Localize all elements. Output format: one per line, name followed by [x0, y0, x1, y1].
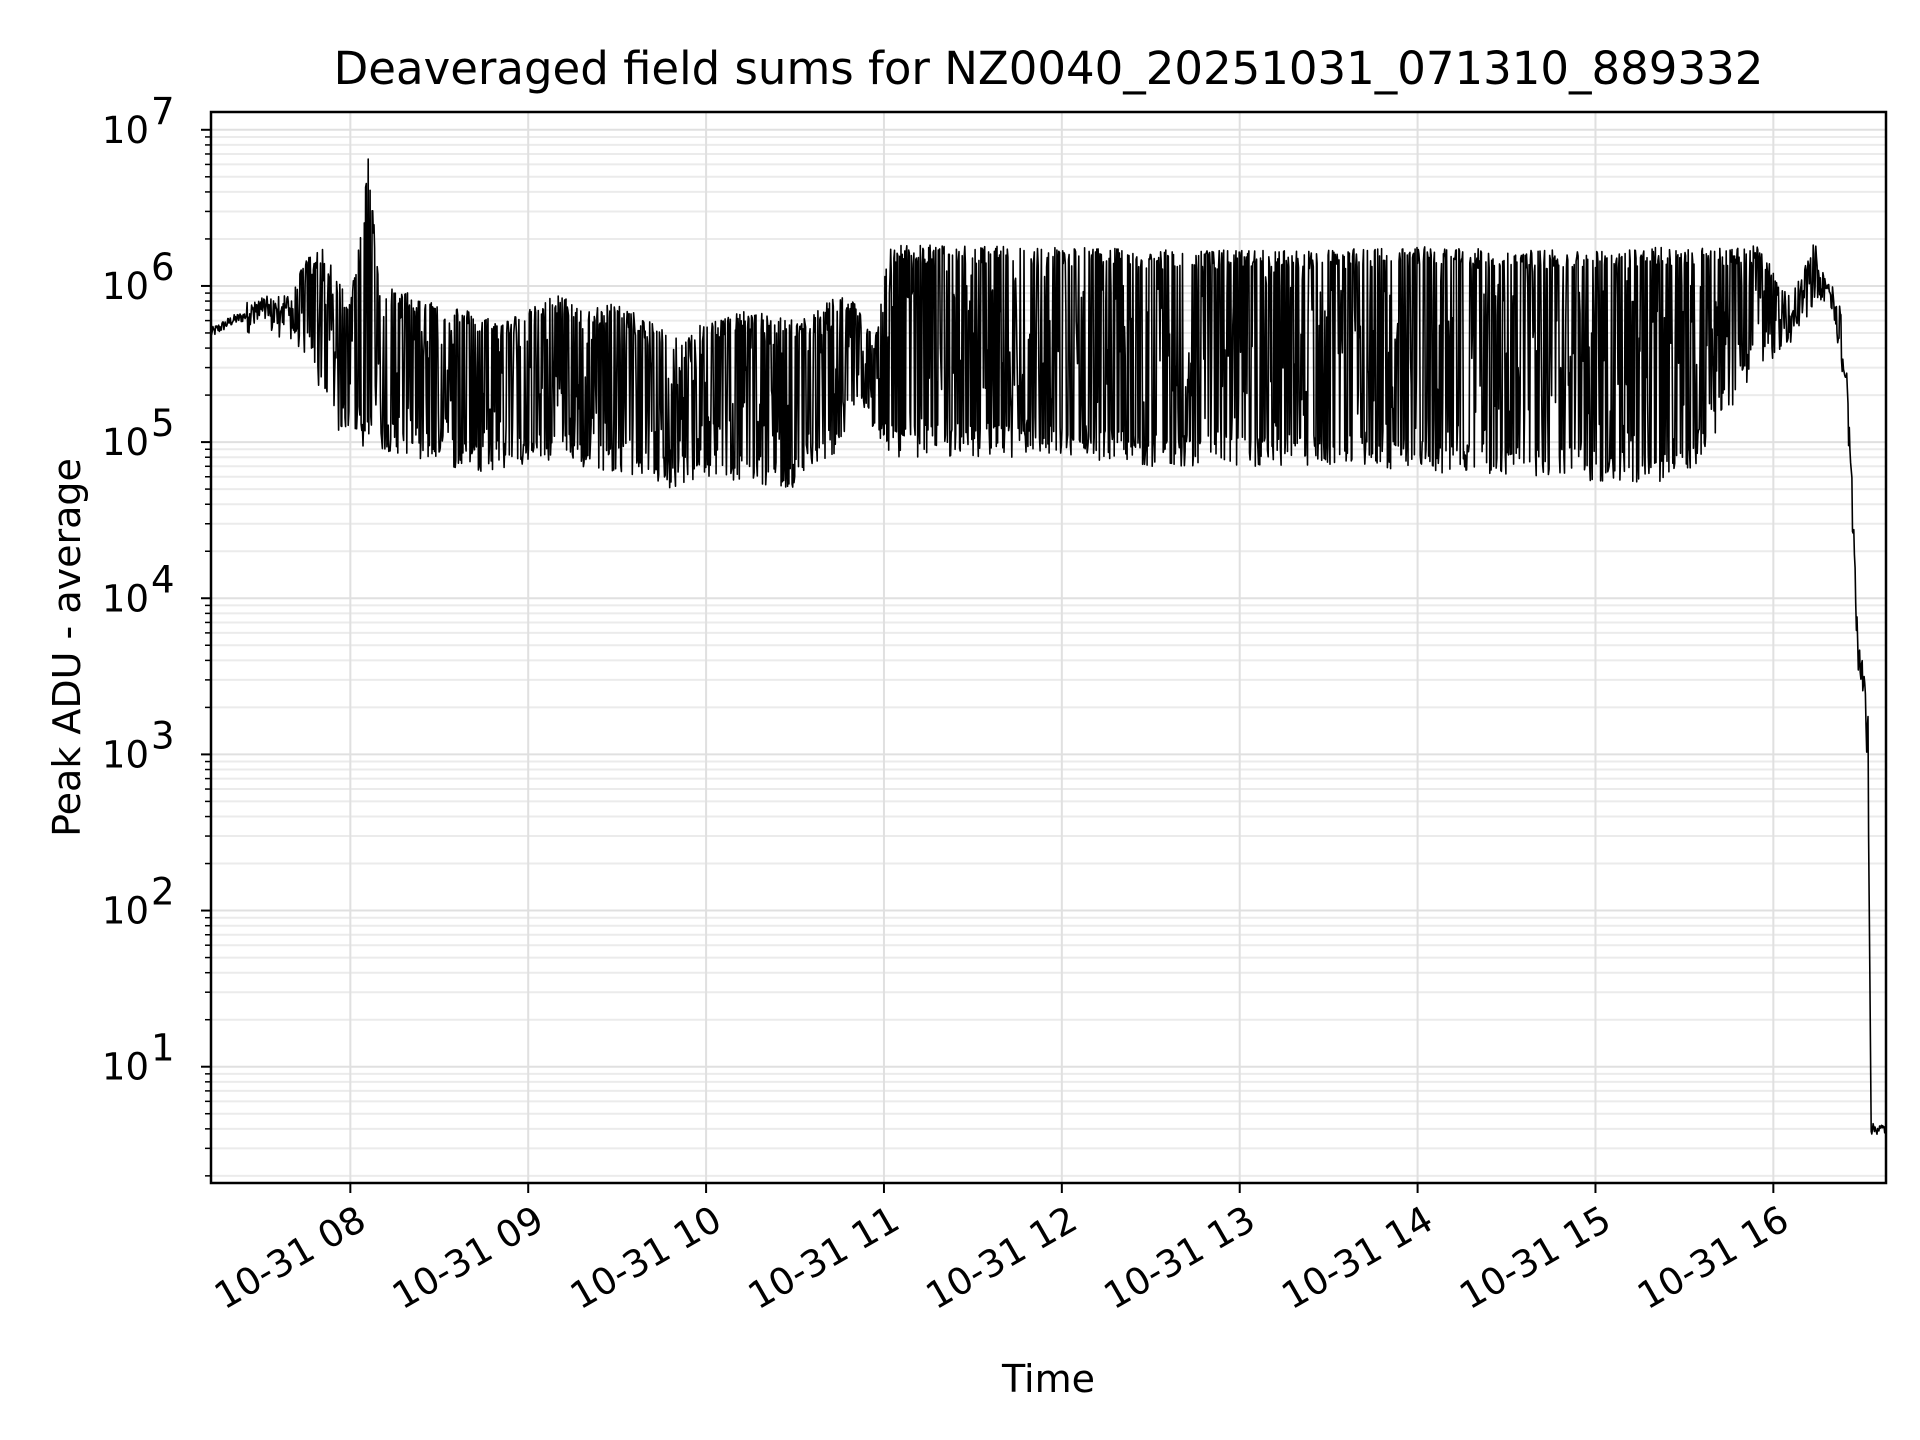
- chart-title: Deaveraged field sums for NZ0040_2025103…: [334, 42, 1764, 95]
- y-tick-exponent: 4: [151, 558, 175, 601]
- y-tick-label: 10: [102, 890, 149, 933]
- y-tick-exponent: 7: [151, 90, 175, 133]
- y-tick-label: 10: [102, 265, 149, 308]
- y-tick-label: 10: [102, 109, 149, 152]
- y-tick-exponent: 5: [151, 402, 175, 445]
- y-tick-exponent: 2: [151, 871, 175, 914]
- y-tick-label: 10: [102, 421, 149, 464]
- y-tick-label: 10: [102, 577, 149, 620]
- series-line: [211, 158, 1886, 1135]
- series-layer: [211, 158, 1886, 1135]
- y-tick-exponent: 6: [151, 246, 175, 289]
- y-axis-label: Peak ADU - average: [45, 458, 89, 837]
- y-tick-exponent: 3: [151, 714, 175, 757]
- plot-frame: [209, 110, 1888, 1185]
- x-axis-label: Time: [1001, 1357, 1095, 1401]
- y-tick-label: 10: [102, 733, 149, 776]
- y-tick-exponent: 1: [151, 1027, 175, 1070]
- y-tick-label: 10: [102, 1046, 149, 1089]
